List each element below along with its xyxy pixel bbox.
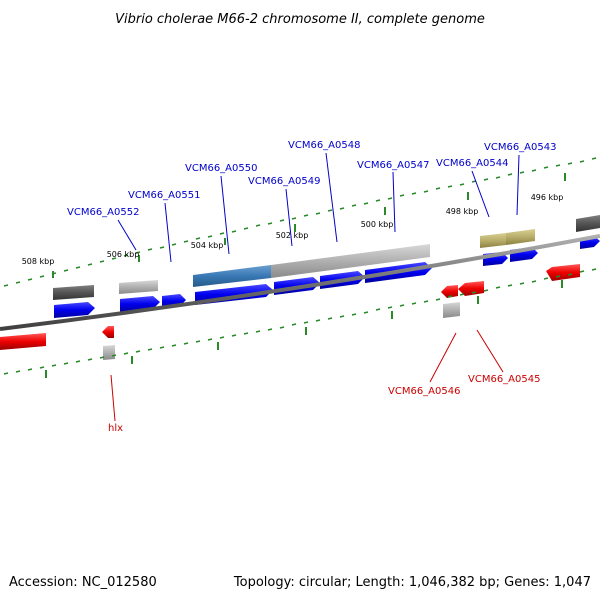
kbp-label: 500 kbp <box>361 220 394 229</box>
gene-label[interactable]: VCM66_A0550 <box>185 163 257 174</box>
feature-block[interactable] <box>193 265 271 287</box>
outer-major-ticks <box>52 173 566 278</box>
gene-label[interactable]: VCM66_A0543 <box>484 142 556 153</box>
accession-text: Accession: NC_012580 <box>9 575 157 590</box>
kbp-label: 504 kbp <box>191 241 224 250</box>
gene-label[interactable]: VCM66_A0546 <box>388 386 460 397</box>
gene-label[interactable]: VCM66_A0549 <box>248 176 320 187</box>
feature-block[interactable] <box>480 233 506 248</box>
reverse-gene-arrow[interactable] <box>0 333 46 350</box>
reverse-gene-arrow[interactable] <box>102 326 114 338</box>
feature-block[interactable] <box>576 215 600 232</box>
gene-label[interactable]: hlx <box>108 423 123 434</box>
gene-label[interactable]: VCM66_A0552 <box>67 207 139 218</box>
kbp-scale-labels: 508 kbp 506 kbp 504 kbp 502 kbp 500 kbp … <box>22 193 564 266</box>
topology-text: Topology: circular; Length: 1,046,382 bp… <box>233 575 591 590</box>
forward-gene-labels: VCM66_A0552 VCM66_A0551 VCM66_A0550 VCM6… <box>67 140 556 218</box>
reverse-feature-track <box>103 302 460 360</box>
outer-tick-row <box>3 157 597 287</box>
gene-label[interactable]: VCM66_A0551 <box>128 190 200 201</box>
feature-block[interactable] <box>53 285 94 300</box>
feature-block[interactable] <box>119 280 158 294</box>
map-title: Vibrio cholerae M66-2 chromosome II, com… <box>115 12 485 27</box>
forward-label-leaders <box>117 152 520 263</box>
chromosome-backbone <box>0 234 600 331</box>
gene-label[interactable]: VCM66_A0544 <box>436 158 508 169</box>
inner-major-ticks <box>45 280 563 378</box>
feature-block[interactable] <box>271 244 430 278</box>
gene-label[interactable]: VCM66_A0545 <box>468 374 540 385</box>
feature-track <box>53 215 600 300</box>
reverse-gene-arrow[interactable] <box>458 281 484 296</box>
forward-gene-arrow[interactable] <box>54 302 95 318</box>
kbp-label: 506 kbp <box>107 250 140 259</box>
reverse-gene-labels: VCM66_A0546 VCM66_A0545 hlx <box>108 374 540 434</box>
feature-block[interactable] <box>443 302 460 318</box>
feature-block[interactable] <box>506 229 535 245</box>
kbp-label: 498 kbp <box>446 207 479 216</box>
inner-tick-row <box>3 268 597 375</box>
kbp-label: 502 kbp <box>276 231 309 240</box>
gene-label[interactable]: VCM66_A0548 <box>288 140 360 151</box>
reverse-gene-arrow[interactable] <box>546 264 580 281</box>
forward-gene-track <box>54 236 600 318</box>
reverse-gene-track <box>0 264 580 350</box>
reverse-gene-arrow[interactable] <box>441 285 458 298</box>
feature-block[interactable] <box>103 345 115 360</box>
kbp-label: 508 kbp <box>22 257 55 266</box>
gene-label[interactable]: VCM66_A0547 <box>357 160 429 171</box>
kbp-label: 496 kbp <box>531 193 564 202</box>
reverse-label-leaders <box>110 329 504 422</box>
